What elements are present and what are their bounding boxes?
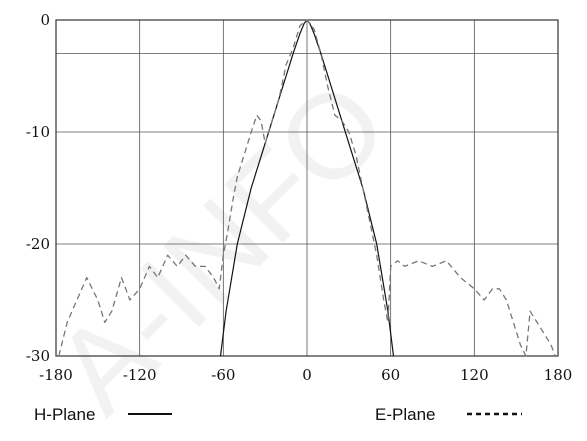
x-tick-label: -180 bbox=[39, 366, 73, 384]
x-tick-label: -60 bbox=[211, 366, 235, 384]
x-tick-label: 60 bbox=[381, 366, 400, 384]
y-tick-label: -20 bbox=[26, 235, 50, 253]
legend-label-h-plane: H-Plane bbox=[34, 405, 95, 424]
y-tick-label: -10 bbox=[26, 123, 50, 141]
plot-series bbox=[58, 19, 556, 357]
x-tick-label: 120 bbox=[460, 366, 489, 384]
legend-label-e-plane: E-Plane bbox=[375, 405, 435, 424]
series-line-e-plane bbox=[58, 19, 556, 357]
x-tick-label: 0 bbox=[302, 366, 312, 384]
y-tick-label: -30 bbox=[26, 347, 50, 365]
y-tick-label: 0 bbox=[40, 11, 50, 29]
legend: H-Plane E-Plane bbox=[34, 405, 522, 424]
x-tick-label: 180 bbox=[544, 366, 573, 384]
x-tick-label: -120 bbox=[123, 366, 157, 384]
plot-axes: -180 -120 -60 0 60 120 180 0 -10 -20 -30 bbox=[26, 11, 572, 384]
